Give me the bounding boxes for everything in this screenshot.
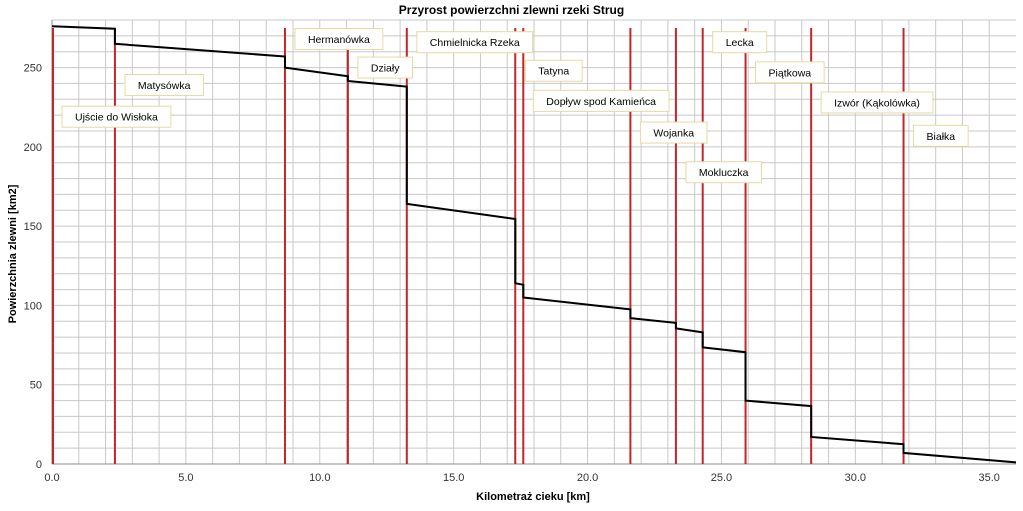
tributary-label-box <box>294 28 384 51</box>
tributary-label-box <box>685 161 763 184</box>
x-tick-label: 35.0 <box>979 472 1000 484</box>
tributary-label-box <box>913 124 969 147</box>
x-tick-label: 15.0 <box>443 472 464 484</box>
tributary-label-box <box>639 121 708 144</box>
tributary-annotation: Dopływ spod Kamieńca <box>532 89 670 112</box>
x-tick-label: 20.0 <box>577 472 598 484</box>
series <box>51 25 1017 464</box>
x-tick-label: 10.0 <box>309 472 330 484</box>
chart-title: Przyrost powierzchni zlewni rzeki Strug <box>398 3 625 17</box>
tributary-label: Ujście do Wisłoka <box>75 112 158 124</box>
tributary-label: Matysówka <box>138 80 191 92</box>
tributary-annotation: Piątkowa <box>755 61 825 84</box>
tributary-label-box <box>712 31 768 54</box>
tributary-label-box <box>416 31 534 54</box>
y-tick-label: 150 <box>24 221 42 233</box>
tributary-label: Mokluczka <box>699 167 749 179</box>
x-tick-label: 5.0 <box>178 472 193 484</box>
series-line <box>51 25 1017 464</box>
tributary-label-box <box>124 74 204 97</box>
tributary-label: Białka <box>927 131 956 143</box>
tributary-label: Wojanka <box>653 128 694 140</box>
tributary-label-box <box>524 59 583 82</box>
y-tick-label: 100 <box>24 300 42 312</box>
y-tick-label: 0 <box>36 459 42 471</box>
x-tick-label: 0.0 <box>44 472 59 484</box>
tributary-annotation: Lecka <box>712 31 768 54</box>
tributary-label: Izwór (Kąkolówka) <box>834 97 920 109</box>
tributary-label: Dopływ spod Kamieńca <box>546 96 656 108</box>
tributary-annotation: Hermanówka <box>294 28 384 51</box>
tributary-label-box <box>820 91 934 114</box>
tributary-label: Lecka <box>726 37 754 49</box>
x-axis-title: Kilometraż cieku [km] <box>476 491 590 503</box>
tributary-label: Piątkowa <box>769 67 812 79</box>
tributary-label: Chmielnicka Rzeka <box>430 37 520 49</box>
tributary-annotation: Mokluczka <box>685 161 763 184</box>
tributary-label: Tatyna <box>538 66 569 78</box>
y-tick-label: 250 <box>24 63 42 75</box>
y-tick-label: 50 <box>30 380 42 392</box>
tributary-label-box <box>357 56 413 79</box>
tributary-annotation: Chmielnicka Rzeka <box>416 31 534 54</box>
x-tick-label: 30.0 <box>845 472 866 484</box>
x-tick-label: 25.0 <box>711 472 732 484</box>
y-axis-title: Powierzchnia zlewni [km2] <box>7 184 19 323</box>
y-tick-label: 200 <box>24 142 42 154</box>
axes-labels: 0.0 5.0 10.0 15.0 20.0 25.0 30.0 35.0 0 50 100 150 2… <box>24 63 1000 484</box>
tributary-lines <box>52 28 905 464</box>
tributary-label-box <box>61 105 172 128</box>
tributary-label-box <box>755 61 825 84</box>
tributary-annotation: Wojanka <box>639 121 708 144</box>
tributary-label-box <box>532 89 670 112</box>
tributary-annotation: Izwór (Kąkolówka) <box>820 91 934 114</box>
tributary-label: Działy <box>371 63 400 75</box>
annotations: Ujście do Wisłoka Matysówka Hermanówka Dzia… <box>61 28 969 184</box>
tributary-annotation: Ujście do Wisłoka <box>61 105 172 128</box>
tributary-annotation: Tatyna <box>524 59 583 82</box>
tributary-annotation: Białka <box>913 124 969 147</box>
tributary-label: Hermanówka <box>308 34 370 46</box>
tributary-annotation: Działy <box>357 56 413 79</box>
tributary-annotation: Matysówka <box>124 74 204 97</box>
